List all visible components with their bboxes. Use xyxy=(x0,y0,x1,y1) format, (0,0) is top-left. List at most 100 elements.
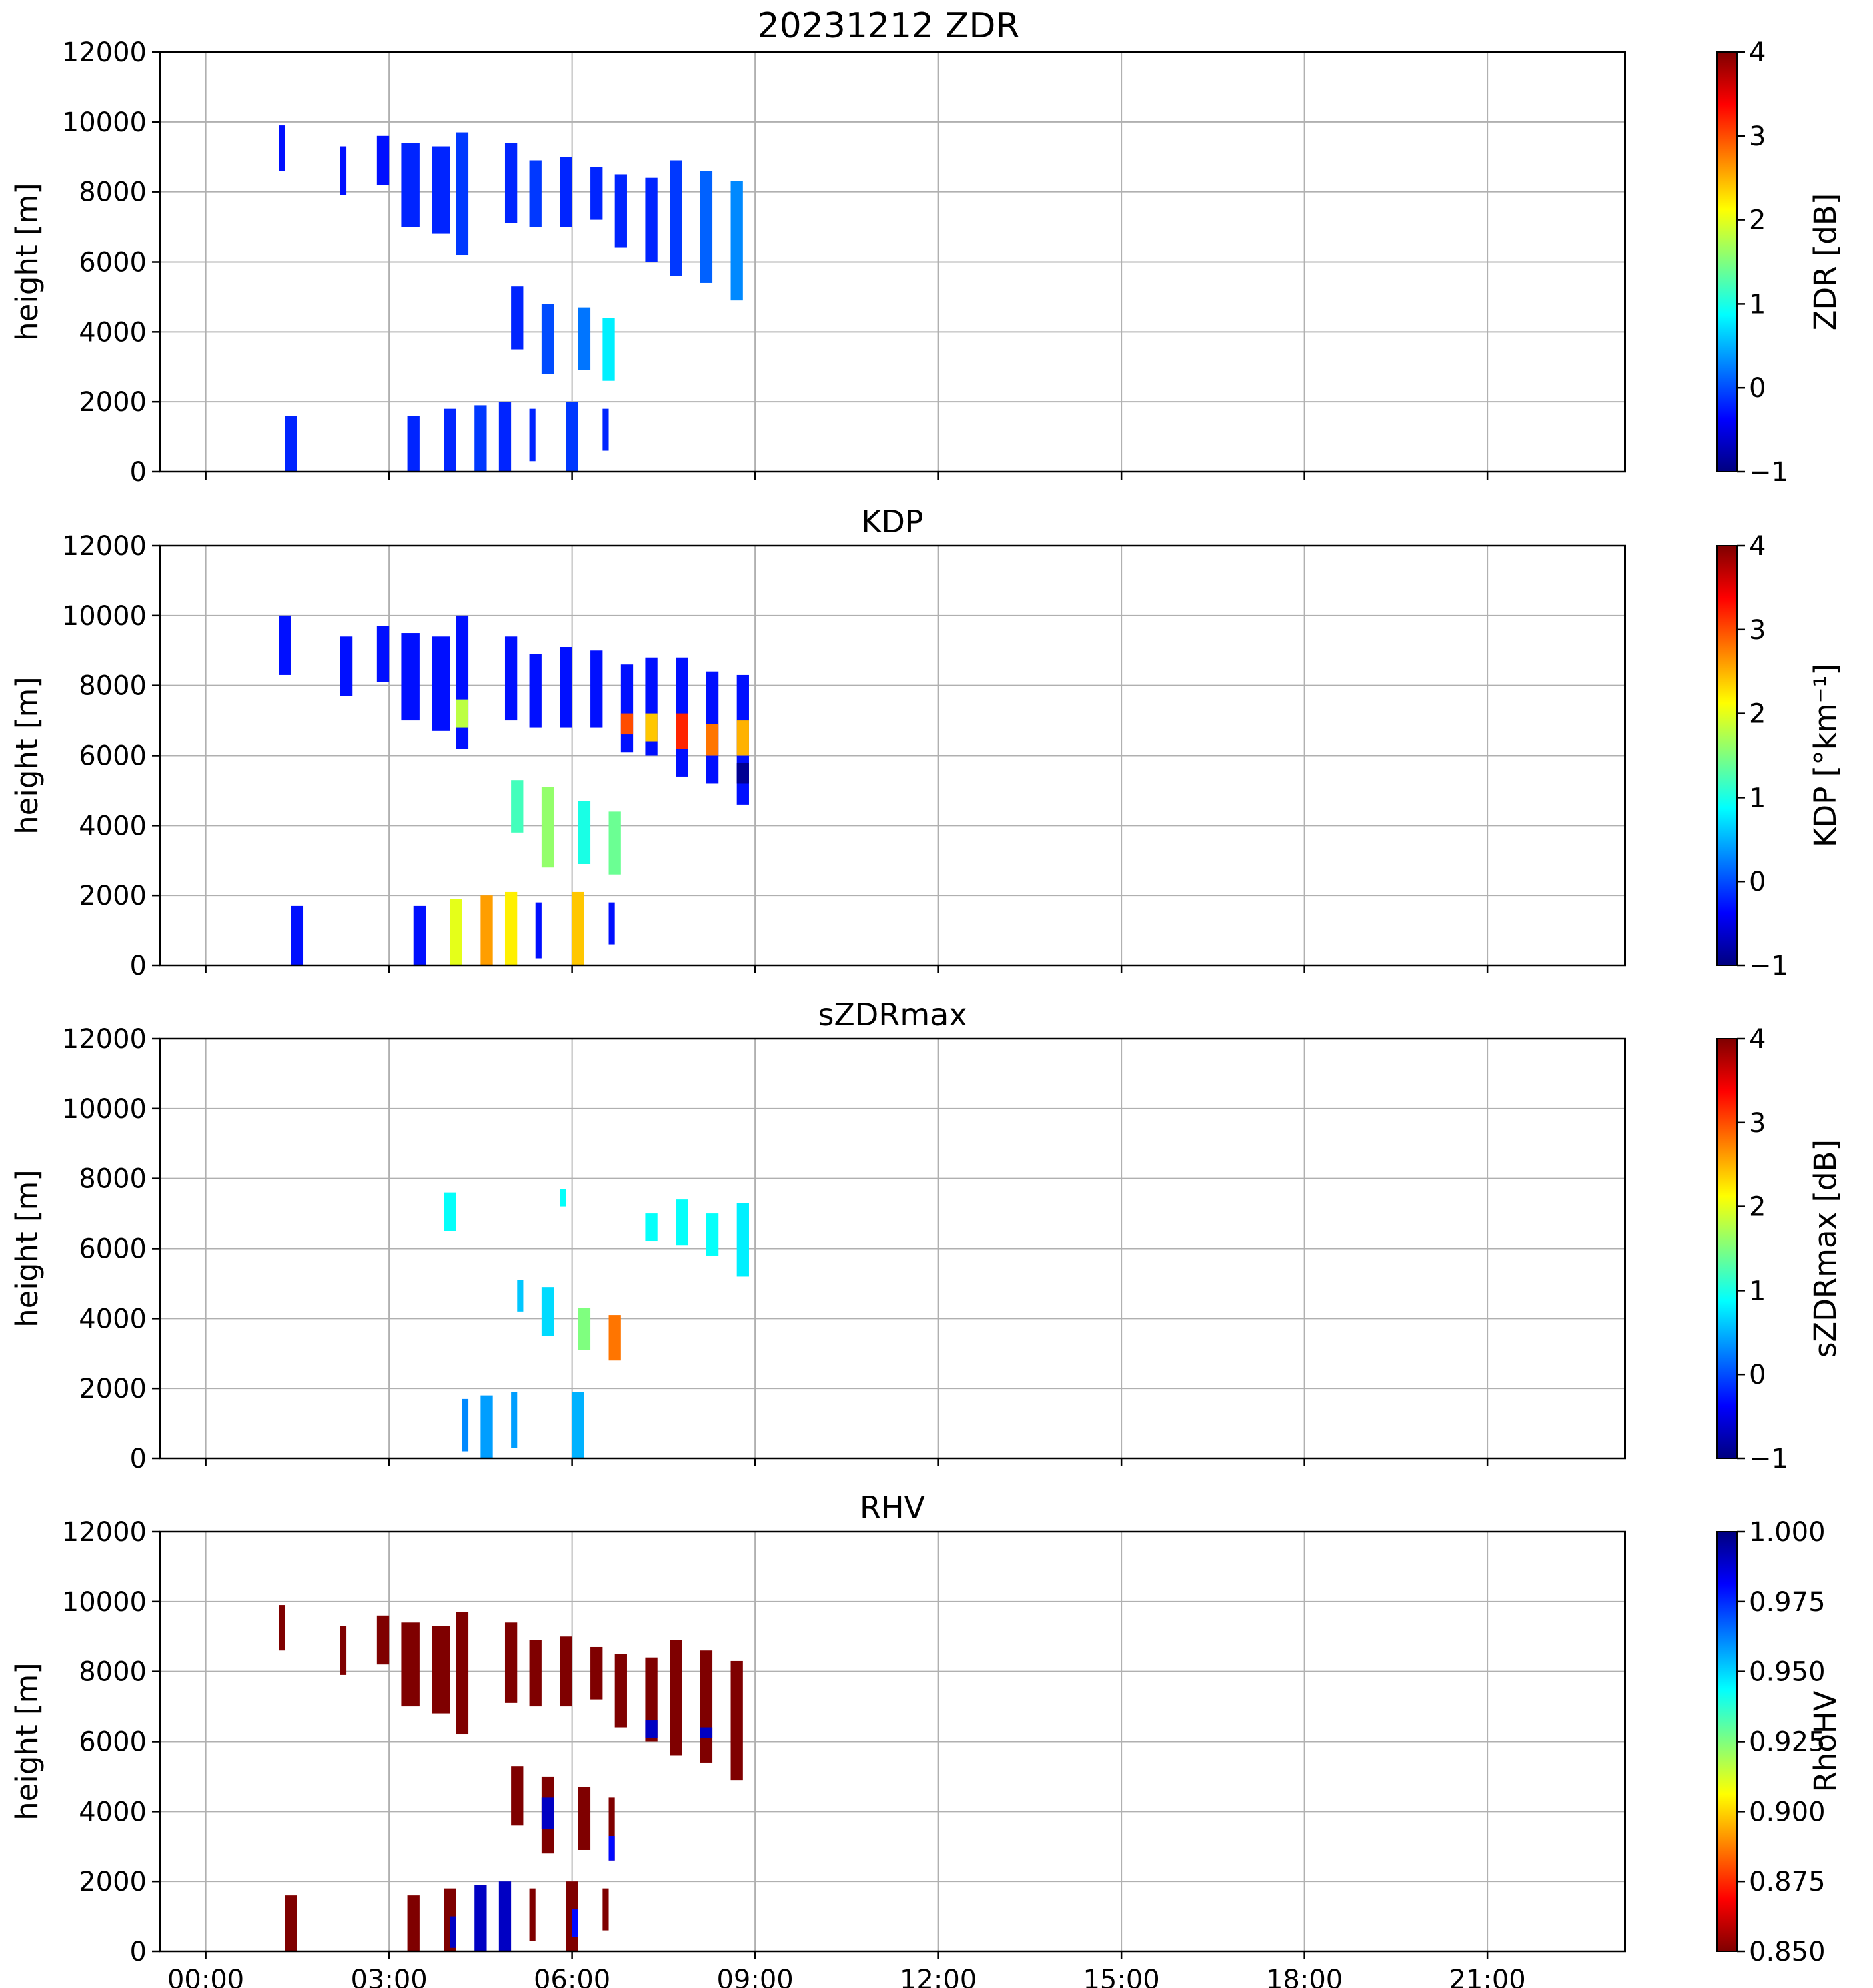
data-cell xyxy=(529,1888,536,1941)
data-cell xyxy=(444,1192,456,1231)
data-cell xyxy=(535,902,542,959)
x-tick-label: 06:00 xyxy=(534,1965,610,1988)
colorbar-tick-label: 0 xyxy=(1749,867,1766,897)
colorbar-label: ZDR [dB] xyxy=(1808,193,1843,331)
x-tick-label: 21:00 xyxy=(1449,1965,1525,1988)
y-tick-label: 6000 xyxy=(79,741,147,772)
panel-title: KDP xyxy=(861,504,923,540)
panel-1: 0 2000 4000 6000 8000 10000 12000 height [m] −1 0… xyxy=(9,37,1843,488)
data-cell xyxy=(511,1392,518,1448)
data-cell xyxy=(700,171,713,283)
data-cell xyxy=(529,160,542,227)
data-cell xyxy=(578,1787,591,1850)
x-tick-label: 18:00 xyxy=(1266,1965,1343,1988)
colorbar xyxy=(1716,1038,1738,1459)
data-cell xyxy=(645,1213,658,1242)
data-cell xyxy=(578,1308,591,1350)
data-cell xyxy=(498,402,512,472)
y-tick-label: 10000 xyxy=(62,1094,147,1125)
data-cell xyxy=(608,1315,621,1361)
data-cell xyxy=(517,1280,524,1312)
colorbar-tick-label: 0.900 xyxy=(1749,1797,1826,1827)
data-cell xyxy=(572,1392,584,1458)
colorbar-tick-label: 2 xyxy=(1749,205,1766,236)
colorbar-tick-label: 2 xyxy=(1749,1192,1766,1223)
data-cell xyxy=(736,762,749,784)
data-cell xyxy=(279,125,285,171)
data-cell xyxy=(676,1199,688,1246)
colorbar-tick-label: −1 xyxy=(1749,951,1788,981)
panel-title: sZDRmax xyxy=(818,997,967,1033)
colorbar-label: sZDRmax [dB] xyxy=(1808,1139,1843,1358)
data-cell xyxy=(578,801,591,864)
data-cell xyxy=(444,408,456,472)
data-cell xyxy=(602,318,615,381)
data-cell xyxy=(590,1646,603,1700)
y-tick-label: 2000 xyxy=(79,1374,147,1404)
data-cell xyxy=(504,636,518,721)
y-tick-label: 4000 xyxy=(79,811,147,841)
y-axis-label: height [m] xyxy=(9,676,45,835)
y-tick-label: 8000 xyxy=(79,1164,147,1195)
colorbar-tick-label: 0.850 xyxy=(1749,1937,1826,1967)
y-tick-label: 4000 xyxy=(79,1797,147,1827)
data-cell xyxy=(676,713,688,749)
data-cell xyxy=(529,1640,542,1707)
x-tick-label: 03:00 xyxy=(350,1965,427,1988)
data-cell xyxy=(572,1909,578,1938)
y-tick-label: 4000 xyxy=(79,1304,147,1334)
y-tick-label: 6000 xyxy=(79,247,147,278)
y-tick-label: 8000 xyxy=(79,1657,147,1688)
data-cell xyxy=(614,174,627,248)
data-cell xyxy=(670,1640,682,1756)
data-cell xyxy=(474,405,487,472)
data-cell xyxy=(285,416,297,472)
data-cell xyxy=(480,1395,493,1458)
colorbar-tick-label: −1 xyxy=(1749,1444,1788,1474)
data-cell xyxy=(401,633,420,721)
y-tick-label: 10000 xyxy=(62,1587,147,1618)
data-cell xyxy=(706,724,719,756)
colorbar-tick-label: 1 xyxy=(1749,289,1766,320)
colorbar-tick-label: 3 xyxy=(1749,615,1766,646)
data-cell xyxy=(560,1189,566,1207)
data-cell xyxy=(279,1605,285,1651)
data-cell xyxy=(432,636,450,731)
data-cell xyxy=(560,157,572,227)
y-tick-label: 12000 xyxy=(62,1517,147,1548)
y-tick-label: 4000 xyxy=(79,317,147,348)
data-cell xyxy=(736,1203,749,1277)
data-cell xyxy=(376,626,390,682)
colorbar-label: RhoHV xyxy=(1808,1690,1843,1792)
data-cell xyxy=(432,146,450,234)
data-cell xyxy=(474,1885,487,1951)
data-cell xyxy=(560,647,572,728)
data-cell xyxy=(511,780,524,833)
data-cell xyxy=(504,891,518,965)
y-axis-label: height [m] xyxy=(9,1169,45,1328)
data-cell xyxy=(462,1398,469,1452)
colorbar-tick-label: 2 xyxy=(1749,699,1766,730)
x-tick-label: 00:00 xyxy=(167,1965,244,1988)
y-tick-label: 0 xyxy=(130,457,147,488)
y-tick-label: 10000 xyxy=(62,601,147,632)
data-cell xyxy=(541,1287,554,1336)
y-tick-label: 2000 xyxy=(79,1867,147,1897)
panel-4: RHV 0 2000 4000 6000 8000 10000 12000 height [m]… xyxy=(9,1490,1843,1988)
y-tick-label: 0 xyxy=(130,1444,147,1474)
data-cell xyxy=(541,1797,554,1829)
data-cell xyxy=(456,615,469,749)
data-cell xyxy=(608,811,621,875)
colorbar-tick-label: 0 xyxy=(1749,1360,1766,1390)
data-cell xyxy=(736,720,749,756)
data-cell xyxy=(620,713,634,735)
data-cell xyxy=(407,416,420,472)
data-cell xyxy=(279,615,291,675)
y-tick-label: 12000 xyxy=(62,531,147,562)
y-tick-label: 8000 xyxy=(79,671,147,702)
data-cell xyxy=(401,143,420,227)
data-cell xyxy=(730,181,743,301)
colorbar-tick-label: 0.875 xyxy=(1749,1867,1826,1897)
data-cell xyxy=(504,1622,518,1703)
